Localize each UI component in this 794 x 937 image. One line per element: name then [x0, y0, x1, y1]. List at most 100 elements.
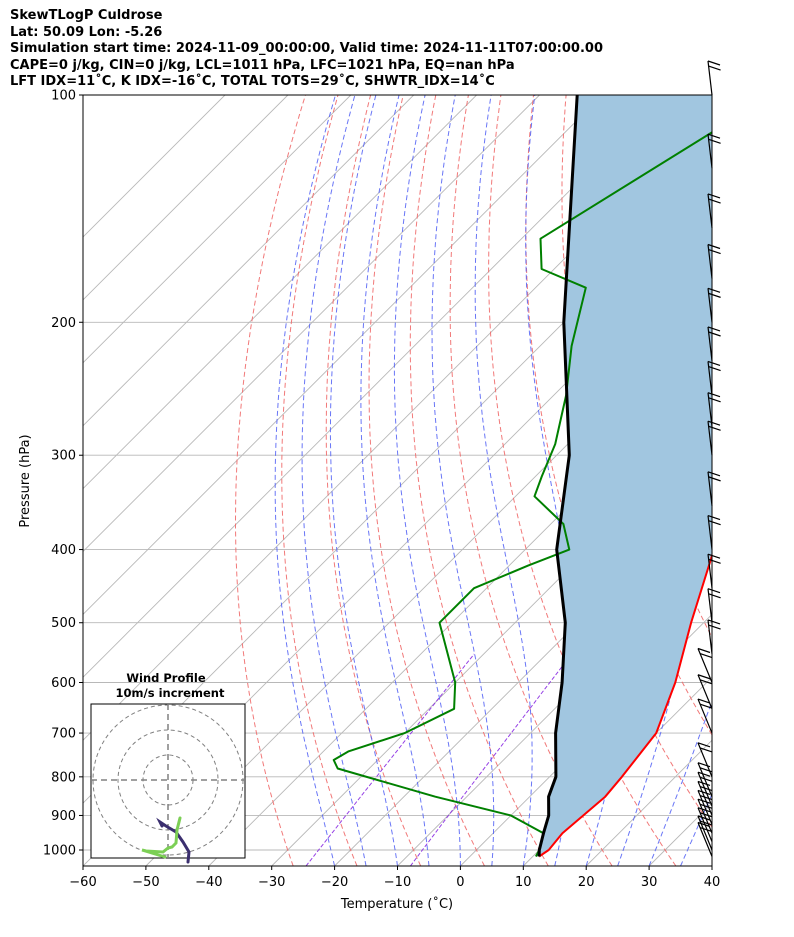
x-axis: −60 −50 −40 −30 −20 −10 0 10 20 30 40 — [69, 866, 720, 890]
wind-barb-flag — [699, 703, 713, 709]
y-tick-label: 400 — [51, 543, 76, 558]
chart-title: SkewTLogP Culdrose — [10, 8, 163, 23]
x-tick-label: −20 — [321, 875, 348, 890]
x-tick-label: −50 — [132, 875, 159, 890]
wind-barb-flag — [707, 471, 721, 477]
y-axis: 100 200 300 400 500 600 700 800 900 1000 — [43, 89, 83, 859]
dry-adiabat — [762, 95, 794, 866]
hodograph-trace — [141, 816, 182, 859]
x-axis-label: Temperature (˚C) — [340, 896, 453, 912]
wind-barb-flag — [707, 287, 721, 293]
wind-barb-flag — [707, 360, 721, 367]
x-tick-label: 40 — [704, 875, 721, 890]
time-line: Simulation start time: 2024-11-09_00:00:… — [10, 41, 603, 56]
wind-barb-flag — [697, 647, 711, 654]
moist-adiabat — [360, 95, 430, 866]
dewpoint-line — [332, 131, 712, 857]
y-tick-label: 200 — [51, 316, 76, 331]
wind-barb-flag — [707, 619, 721, 625]
x-tick-label: 0 — [456, 875, 464, 890]
dry-adiabat — [281, 95, 358, 866]
wind-barb-flag — [707, 392, 721, 398]
moist-adiabat — [301, 95, 367, 866]
plot-area — [83, 95, 794, 866]
isotherm-line — [83, 95, 603, 616]
wind-barb-flag — [697, 807, 711, 813]
hodograph-subtitle: 10m/s increment — [116, 686, 225, 700]
cin-cape-shading — [539, 95, 712, 857]
wind-barb-flag — [699, 820, 713, 826]
isotherm-line — [83, 95, 226, 238]
wind-barb-flag — [707, 514, 721, 521]
wind-barb-flag — [707, 193, 721, 199]
moist-adiabat — [274, 95, 337, 866]
y-tick-label: 800 — [51, 770, 76, 785]
wind-barb-flag — [708, 520, 721, 526]
wind-barb-flag — [699, 776, 713, 782]
wind-barb-flag — [708, 365, 721, 372]
wind-barb-flag — [697, 698, 711, 704]
isotherm-line — [711, 865, 712, 866]
wind-barb-flag — [699, 747, 713, 753]
dry-adiabat — [409, 95, 549, 866]
isotherm-line — [83, 95, 415, 427]
moist-adiabat — [648, 699, 712, 866]
isotherm-line — [334, 487, 712, 866]
wind-barb-flag — [697, 780, 711, 787]
wind-barb-flag — [697, 798, 711, 804]
wind-barb-flag — [707, 60, 721, 66]
x-tick-label: −60 — [69, 875, 96, 890]
x-tick-label: −10 — [384, 875, 411, 890]
wind-barb — [697, 815, 713, 851]
wind-barb-flag — [699, 785, 713, 792]
wind-barbs — [697, 60, 721, 857]
mixing-ratio-line — [410, 653, 573, 866]
wind-barb-flag — [708, 292, 721, 298]
y-tick-label: 500 — [51, 616, 76, 631]
y-axis-label: Pressure (hPa) — [18, 434, 33, 527]
wind-barb-flag — [697, 674, 711, 680]
wind-barb-flag — [699, 794, 713, 801]
isotherm-line — [83, 95, 289, 301]
plot-clip-group — [83, 95, 794, 866]
dry-adiabat — [561, 95, 712, 736]
hodograph: Wind Profile 10m/s increment — [90, 671, 246, 864]
location-line: Lat: 50.09 Lon: -5.26 — [10, 24, 163, 40]
wind-barb-flag — [699, 803, 713, 809]
wind-barb-flag — [697, 789, 711, 796]
wind-barb-flag — [708, 624, 721, 630]
wind-barb-flag — [708, 65, 721, 71]
isotherm-line — [83, 95, 540, 553]
isotherm-line — [145, 299, 712, 866]
y-tick-label: 700 — [51, 727, 76, 742]
wind-barb-flag — [707, 420, 721, 426]
moist-adiabat — [329, 95, 398, 866]
x-tick-label: −40 — [195, 875, 222, 890]
wind-barb-flag — [708, 397, 721, 403]
y-tick-label: 100 — [51, 89, 76, 104]
moist-adiabat — [431, 95, 495, 866]
isotherm-line — [83, 95, 666, 678]
wind-barb-flag — [707, 326, 721, 332]
wind-barb-flag — [708, 331, 721, 337]
dry-adiabat — [729, 95, 794, 866]
wind-barb-flag — [707, 588, 721, 594]
temperature-line — [538, 552, 712, 858]
x-tick-label: −30 — [258, 875, 285, 890]
moist-adiabat — [711, 864, 712, 866]
dry-adiabat — [488, 95, 677, 866]
wind-barb-flag — [708, 249, 721, 255]
wind-barb-flag — [699, 653, 713, 659]
wind-barb-flag — [699, 679, 713, 685]
y-tick-label: 1000 — [43, 844, 76, 859]
wind-barb-flag — [699, 827, 713, 833]
dry-adiabat — [235, 95, 306, 866]
dry-adiabat — [449, 95, 613, 866]
chart-header: SkewTLogP Culdrose Lat: 50.09 Lon: -5.26… — [10, 8, 603, 91]
moist-adiabat — [680, 793, 712, 866]
x-tick-label: 30 — [641, 875, 658, 890]
wind-barb-flag — [708, 593, 721, 599]
isotherm-line — [83, 95, 352, 364]
dry-adiabat — [368, 95, 485, 866]
